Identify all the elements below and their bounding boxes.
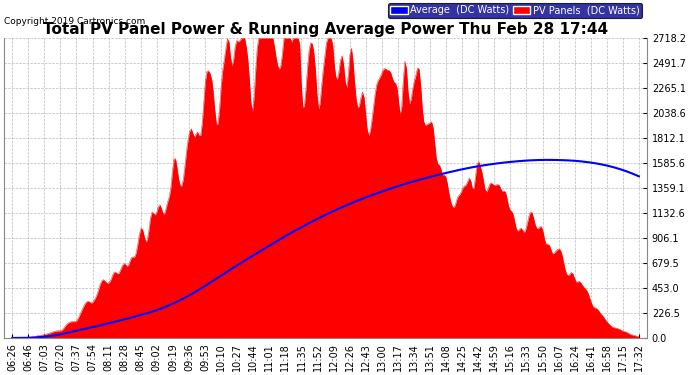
Legend: Average  (DC Watts), PV Panels  (DC Watts): Average (DC Watts), PV Panels (DC Watts) xyxy=(388,3,642,18)
Text: Copyright 2019 Cartronics.com: Copyright 2019 Cartronics.com xyxy=(4,17,146,26)
Title: Total PV Panel Power & Running Average Power Thu Feb 28 17:44: Total PV Panel Power & Running Average P… xyxy=(43,22,608,37)
